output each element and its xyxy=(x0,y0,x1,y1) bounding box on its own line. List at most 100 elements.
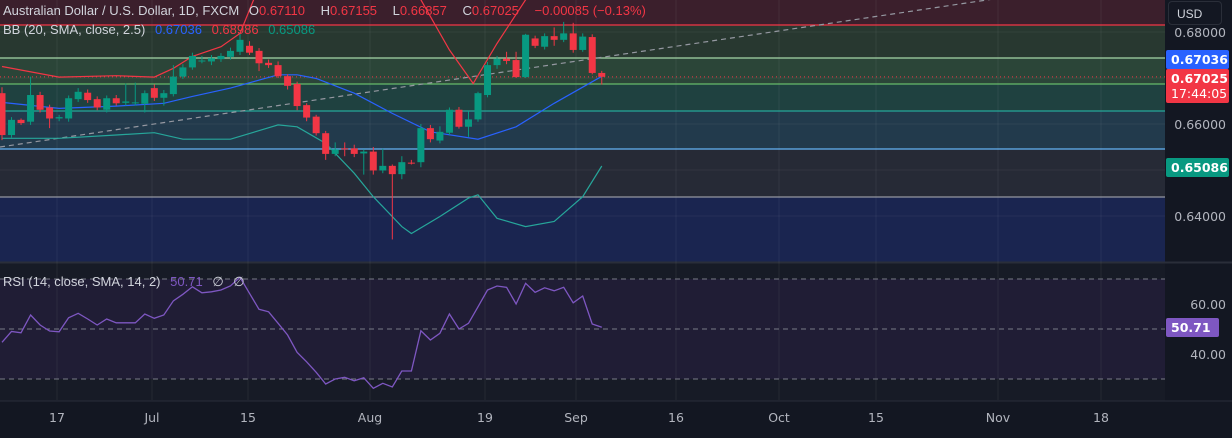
candle-up xyxy=(8,119,16,136)
candle-down xyxy=(455,109,463,127)
time-label: Aug xyxy=(357,410,383,425)
candle-up xyxy=(236,39,244,52)
trend-line xyxy=(0,0,991,148)
candle-down xyxy=(246,45,254,53)
candle-up xyxy=(226,50,234,57)
bb-label: BB (20, SMA, close, 2.5) xyxy=(3,22,146,37)
high-value: H0.67155 xyxy=(321,3,383,18)
candle-up xyxy=(169,76,177,95)
candle-up xyxy=(484,65,492,96)
high-number: 0.67155 xyxy=(330,3,378,18)
candle-up xyxy=(579,36,587,50)
bb-basis-value: 0.67036 xyxy=(154,22,202,37)
candle-down xyxy=(407,162,415,164)
candle-up xyxy=(27,95,35,122)
bb-basis-line xyxy=(1,74,603,140)
candle-up xyxy=(55,117,63,119)
candle-up xyxy=(493,58,501,66)
currency-button[interactable]: USD xyxy=(1168,1,1222,25)
price-tick: 0.68000 xyxy=(1174,25,1226,40)
symbol-legend: Australian Dollar / U.S. Dollar, 1D, FXC… xyxy=(3,3,652,18)
candle-up xyxy=(74,91,82,100)
candle-down xyxy=(284,76,292,86)
candle-down xyxy=(36,95,44,110)
change-value: −0.00085 (−0.13%) xyxy=(534,3,646,18)
open-label: O xyxy=(248,3,259,18)
candle-up xyxy=(188,55,196,68)
candle-down xyxy=(388,165,396,175)
candle-up xyxy=(474,93,482,120)
rsi-value: 50.71 xyxy=(170,274,203,289)
candle-up xyxy=(360,151,368,154)
bb-lower-line xyxy=(2,124,603,235)
candle-down xyxy=(265,62,273,66)
low-value: L0.66857 xyxy=(393,3,453,18)
candle-down xyxy=(350,148,358,154)
candle-down xyxy=(293,83,301,107)
price-tick: 0.66000 xyxy=(1174,117,1226,132)
bb-lower-value: 0.65086 xyxy=(268,22,316,37)
low-number: 0.66857 xyxy=(399,3,447,18)
candle-up xyxy=(217,55,225,60)
candle-up xyxy=(207,58,215,62)
time-label: 18 xyxy=(1093,410,1109,425)
candle-up xyxy=(464,119,472,127)
close-number: 0.67025 xyxy=(471,3,519,18)
candle-up xyxy=(141,93,149,104)
candle-down xyxy=(550,36,558,40)
candle-up xyxy=(379,165,387,171)
candle-up xyxy=(179,67,187,77)
candle-up xyxy=(198,60,206,62)
candle-up xyxy=(103,98,111,110)
rsi-extra-2: ∅ xyxy=(233,274,245,289)
candle-up xyxy=(445,109,453,133)
symbol-title: Australian Dollar / U.S. Dollar, 1D, FXC… xyxy=(3,3,240,18)
low-label: L xyxy=(392,3,400,18)
candle-down xyxy=(0,93,6,136)
high-label: H xyxy=(320,3,331,18)
time-label: 15 xyxy=(868,410,884,425)
time-label: 15 xyxy=(240,410,256,425)
candle-down xyxy=(426,128,434,140)
candle-down xyxy=(84,92,92,101)
candle-up xyxy=(541,36,549,47)
bb-lower-tag: 0.65086 xyxy=(1166,158,1229,177)
candle-up xyxy=(522,34,530,78)
level-zone xyxy=(0,148,1165,198)
candle-down xyxy=(341,148,349,150)
candle-down xyxy=(598,72,606,77)
candle-down xyxy=(93,99,101,108)
candle-down xyxy=(503,58,511,61)
time-label: Sep xyxy=(564,410,588,425)
price-tick: 0.64000 xyxy=(1174,209,1226,224)
candle-down xyxy=(569,33,577,50)
candle-down xyxy=(303,105,311,118)
candle-up xyxy=(65,98,73,119)
time-label: Nov xyxy=(985,410,1011,425)
candle-up xyxy=(122,101,130,103)
candle-down xyxy=(255,50,263,64)
time-label: 17 xyxy=(49,410,65,425)
candle-down xyxy=(369,151,377,171)
close-label: C xyxy=(462,3,472,18)
candle-up xyxy=(436,131,444,141)
candle-down xyxy=(588,37,596,73)
rsi-tick: 60.00 xyxy=(1190,297,1226,312)
candle-down xyxy=(312,116,320,134)
bb-upper-value: 0.68986 xyxy=(211,22,259,37)
time-label: Jul xyxy=(144,410,160,425)
rsi-legend[interactable]: RSI (14, close, SMA, 14, 2) 50.71 ∅ ∅ xyxy=(3,274,251,290)
rsi-tick: 40.00 xyxy=(1190,347,1226,362)
candle-down xyxy=(17,119,25,124)
candle-down xyxy=(112,98,120,104)
level-zone xyxy=(0,110,1165,149)
rsi-extra-1: ∅ xyxy=(212,274,224,289)
open-value: O0.67110 xyxy=(249,3,311,18)
time-label: 19 xyxy=(477,410,493,425)
candle-up xyxy=(398,162,406,175)
bb-legend[interactable]: BB (20, SMA, close, 2.5) 0.67036 0.68986… xyxy=(3,22,321,37)
candle-up xyxy=(160,93,168,98)
close-value: C0.67025 xyxy=(463,3,525,18)
bar-countdown: 17:44:05 xyxy=(1171,86,1228,101)
